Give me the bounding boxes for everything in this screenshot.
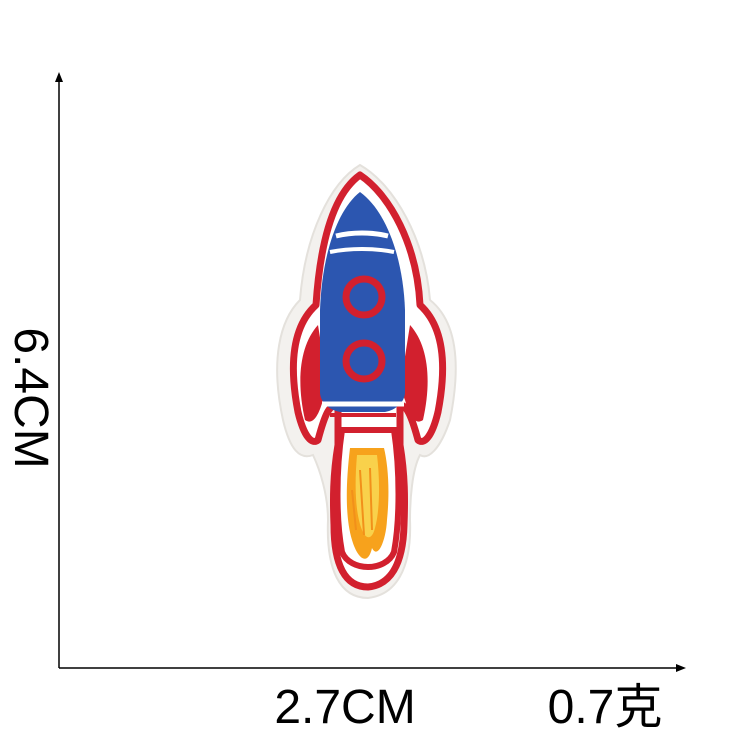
width-dimension-label: 2.7CM [274,681,416,734]
weight-label: 0.7克 [547,681,663,734]
rocket-patch-icon [276,163,457,600]
height-dimension-label: 6.4CM [4,327,57,469]
height-axis [55,72,63,668]
width-axis [59,664,686,672]
